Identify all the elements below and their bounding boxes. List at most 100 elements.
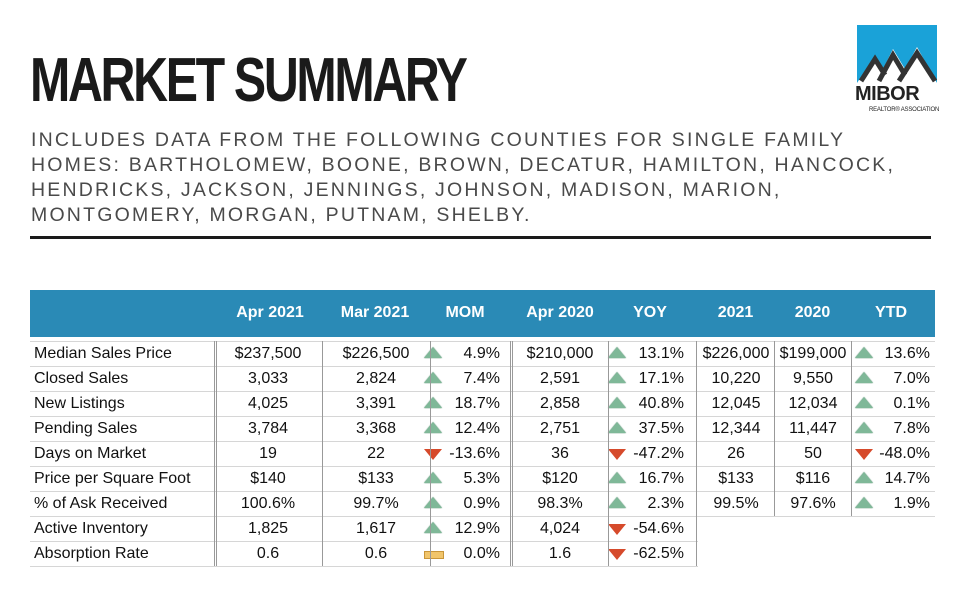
table-row: New Listings 4,025 3,391 2,858 12,045 12,034 1… bbox=[30, 391, 935, 416]
cell-ytd: 7.8% bbox=[893, 420, 930, 437]
cell-apr-2020: 2,858 bbox=[539, 395, 581, 412]
cell-ytd: 1.9% bbox=[893, 495, 930, 512]
cell-mom: 12.4% bbox=[454, 420, 500, 437]
cell-2020: $199,000 bbox=[779, 345, 847, 362]
cell-apr-2020: 2,591 bbox=[539, 370, 581, 387]
row-label: Days on Market bbox=[34, 445, 147, 462]
row-divider bbox=[30, 341, 935, 342]
col-header-ytd: YTD bbox=[875, 304, 907, 321]
up-arrow-icon bbox=[424, 422, 442, 433]
up-arrow-icon bbox=[855, 422, 873, 433]
cell-2020: 9,550 bbox=[792, 370, 834, 387]
row-label: New Listings bbox=[34, 395, 125, 412]
column-divider bbox=[214, 341, 217, 566]
cell-yoy: -47.2% bbox=[633, 445, 684, 462]
col-header-yoy: YOY bbox=[633, 304, 667, 321]
cell-apr-2021: 3,033 bbox=[247, 370, 289, 387]
up-arrow-icon bbox=[855, 397, 873, 408]
cell-mom: 5.3% bbox=[463, 470, 500, 487]
down-arrow-icon bbox=[424, 449, 442, 460]
up-arrow-icon bbox=[424, 372, 442, 383]
row-divider bbox=[30, 441, 935, 442]
down-arrow-icon bbox=[855, 449, 873, 460]
cell-yoy: 40.8% bbox=[638, 395, 684, 412]
cell-mom: 7.4% bbox=[463, 370, 500, 387]
cell-apr-2020: 4,024 bbox=[539, 520, 581, 537]
up-arrow-icon bbox=[855, 472, 873, 483]
cell-yoy: 17.1% bbox=[638, 370, 684, 387]
up-arrow-icon bbox=[608, 497, 626, 508]
row-label: Pending Sales bbox=[34, 420, 138, 437]
cell-yoy: -62.5% bbox=[633, 545, 684, 562]
row-divider bbox=[30, 416, 935, 417]
cell-apr-2021: 0.6 bbox=[256, 545, 280, 562]
cell-apr-2021: 100.6% bbox=[240, 495, 296, 512]
up-arrow-icon bbox=[608, 397, 626, 408]
up-arrow-icon bbox=[608, 347, 626, 358]
up-arrow-icon bbox=[855, 497, 873, 508]
cell-apr-2021: 4,025 bbox=[247, 395, 289, 412]
table-row: Days on Market 19 22 36 26 50 -13.6% -47.2% -48.… bbox=[30, 441, 935, 466]
cell-ytd: 0.1% bbox=[893, 395, 930, 412]
up-arrow-icon bbox=[608, 472, 626, 483]
cell-2021 bbox=[698, 541, 774, 566]
row-label: Active Inventory bbox=[34, 520, 148, 537]
cell-apr-2021: 3,784 bbox=[247, 420, 289, 437]
cell-2021: 26 bbox=[727, 445, 745, 462]
cell-yoy: 2.3% bbox=[647, 495, 684, 512]
table-row: Absorption Rate 0.6 0.6 1.6 0.0% -62.5% bbox=[30, 541, 935, 566]
logo-tagline: REALTOR® ASSOCIATION bbox=[869, 107, 940, 113]
cell-2020: 50 bbox=[804, 445, 822, 462]
column-divider bbox=[608, 341, 609, 566]
cell-ytd: 7.0% bbox=[893, 370, 930, 387]
cell-apr-2020: $210,000 bbox=[526, 345, 594, 362]
table-row: Active Inventory 1,825 1,617 4,024 12.9% -54.… bbox=[30, 516, 935, 541]
divider-rule bbox=[30, 236, 931, 239]
cell-yoy: 13.1% bbox=[638, 345, 684, 362]
cell-apr-2021: $237,500 bbox=[234, 345, 302, 362]
up-arrow-icon bbox=[424, 397, 442, 408]
table-row: Price per Square Foot $140 $133 $120 $133 $11… bbox=[30, 466, 935, 491]
up-arrow-icon bbox=[424, 472, 442, 483]
cell-yoy: -54.6% bbox=[633, 520, 684, 537]
up-arrow-icon bbox=[855, 372, 873, 383]
cell-2021: $226,000 bbox=[702, 345, 770, 362]
cell-yoy: 16.7% bbox=[638, 470, 684, 487]
cell-mar-2021: $133 bbox=[358, 470, 394, 487]
cell-mar-2021: 22 bbox=[367, 445, 385, 462]
row-label: Closed Sales bbox=[34, 370, 129, 387]
cell-apr-2020: 98.3% bbox=[537, 495, 583, 512]
row-label: Absorption Rate bbox=[34, 545, 149, 562]
cell-apr-2021: $140 bbox=[250, 470, 286, 487]
row-divider bbox=[30, 541, 698, 542]
cell-mom: 0.0% bbox=[463, 545, 500, 562]
cell-mom: 18.7% bbox=[454, 395, 500, 412]
cell-apr-2020: $120 bbox=[542, 470, 578, 487]
up-arrow-icon bbox=[424, 522, 442, 533]
up-arrow-icon bbox=[608, 372, 626, 383]
cell-apr-2021: 1,825 bbox=[247, 520, 289, 537]
cell-mar-2021: 0.6 bbox=[364, 545, 388, 562]
col-header-mom: MOM bbox=[445, 304, 485, 321]
table-row: % of Ask Received 100.6% 99.7% 98.3% 99.5% 97… bbox=[30, 491, 935, 516]
col-header-apr-2021: Apr 2021 bbox=[236, 304, 304, 321]
table-header: Apr 2021 Mar 2021 MOM Apr 2020 YOY 2021 … bbox=[30, 290, 935, 337]
row-label: Median Sales Price bbox=[34, 345, 172, 362]
cell-2021: 99.5% bbox=[713, 495, 759, 512]
row-divider bbox=[30, 516, 935, 517]
cell-2020: 11,447 bbox=[789, 420, 837, 437]
cell-apr-2020: 36 bbox=[551, 445, 569, 462]
col-header-apr-2020: Apr 2020 bbox=[526, 304, 594, 321]
column-divider bbox=[430, 341, 431, 566]
page-title: MARKET SUMMARY bbox=[30, 46, 468, 115]
column-divider bbox=[851, 341, 852, 516]
row-label: % of Ask Received bbox=[34, 495, 168, 512]
cell-2020 bbox=[775, 516, 851, 541]
cell-mar-2021: $226,500 bbox=[342, 345, 410, 362]
row-label: Price per Square Foot bbox=[34, 470, 191, 487]
cell-2020: 12,034 bbox=[788, 395, 838, 412]
page-subtitle: INCLUDES DATA FROM THE FOLLOWING COUNTIE… bbox=[31, 129, 896, 226]
down-arrow-icon bbox=[608, 549, 626, 560]
logo-wordmark: MIBOR bbox=[855, 83, 920, 105]
table-row: Median Sales Price $237,500 $226,500 $210,0… bbox=[30, 341, 935, 366]
